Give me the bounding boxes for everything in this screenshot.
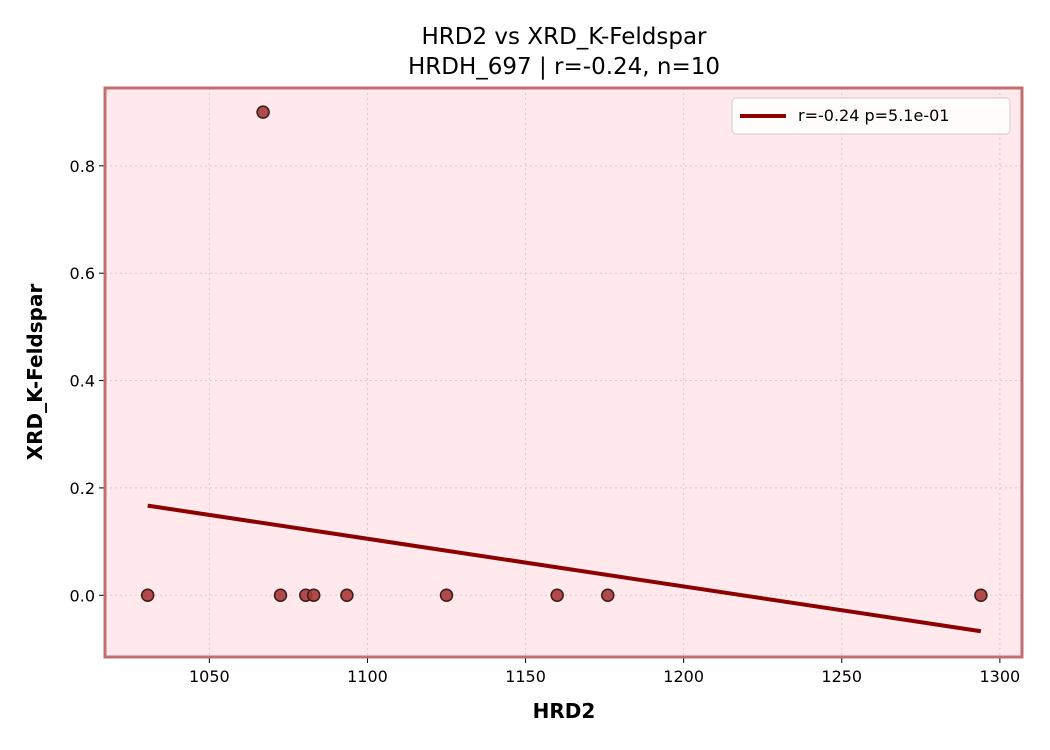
y-tick-label: 0.6 xyxy=(70,264,95,283)
y-tick-label: 0.4 xyxy=(70,372,95,391)
data-point xyxy=(974,588,988,603)
y-tick-label: 0.8 xyxy=(70,157,95,176)
x-tick-label: 1100 xyxy=(347,667,388,686)
y-axis-label: XRD_K-Feldspar xyxy=(23,284,47,461)
data-point xyxy=(140,588,155,603)
data-point xyxy=(256,105,270,119)
data-point xyxy=(439,588,454,603)
data-point xyxy=(340,588,354,603)
data-point xyxy=(550,588,564,603)
plot-frame xyxy=(103,86,1024,659)
legend: r=-0.24 p=5.1e-01 xyxy=(731,97,1011,135)
fit-line xyxy=(147,503,982,634)
data-points xyxy=(140,105,988,603)
y-tick-label: 0.2 xyxy=(70,479,95,498)
chart-subtitle: HRDH_697 | r=-0.24, n=10 xyxy=(408,54,720,80)
chart-title: HRD2 vs XRD_K-Feldspar xyxy=(422,24,708,50)
legend-label: r=-0.24 p=5.1e-01 xyxy=(798,106,949,125)
data-point xyxy=(306,588,321,603)
x-tick-label: 1050 xyxy=(189,667,230,686)
x-axis-label: HRD2 xyxy=(533,699,596,723)
data-point xyxy=(601,588,615,603)
data-point xyxy=(273,588,288,603)
x-tick-label: 1250 xyxy=(821,667,862,686)
legend-box xyxy=(731,97,1011,135)
axis-ticks: 1050 1100 1150 1200 1250 1300 0.0 0.2 0.4 0.6 0.8 xyxy=(70,157,1021,686)
y-tick-label: 0.0 xyxy=(70,586,95,605)
plot-area xyxy=(105,88,1022,657)
x-tick-label: 1300 xyxy=(980,667,1021,686)
x-tick-label: 1150 xyxy=(505,667,546,686)
x-tick-label: 1200 xyxy=(663,667,704,686)
